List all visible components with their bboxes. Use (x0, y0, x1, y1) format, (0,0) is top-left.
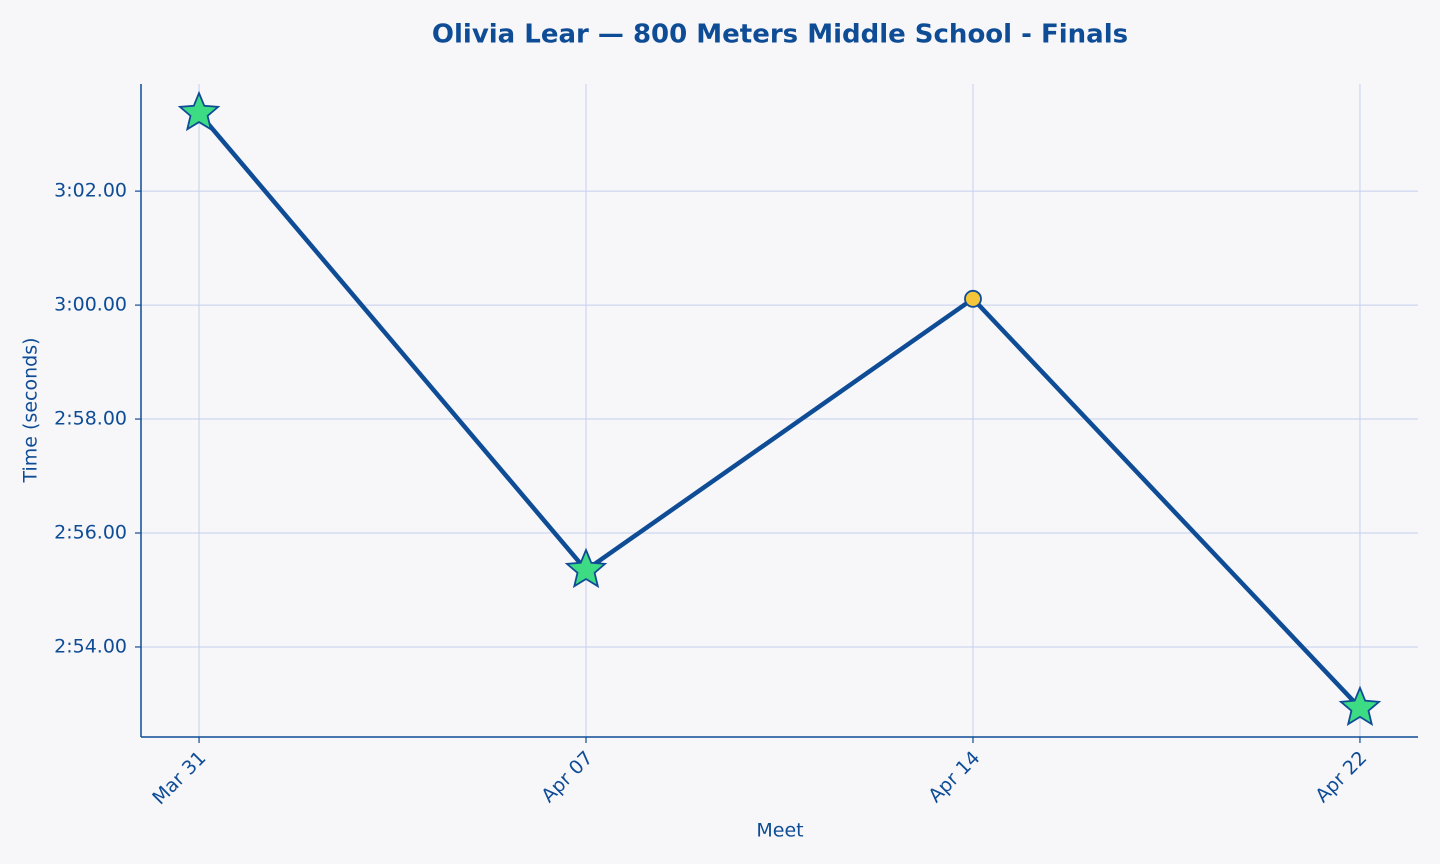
y-tick-label: 2:58.00 (54, 408, 127, 430)
y-tick-label: 2:56.00 (54, 522, 127, 544)
x-axis-label: Meet (756, 820, 803, 842)
point-marker (564, 547, 608, 589)
y-tick-label: 3:02.00 (54, 180, 127, 202)
y-axis-label: Time (seconds) (20, 337, 42, 483)
x-tick-label: Mar 31 (148, 747, 210, 809)
chart-title: Olivia Lear — 800 Meters Middle School -… (432, 20, 1128, 50)
point-marker (1338, 685, 1382, 727)
point-marker (964, 289, 982, 308)
x-tick-label: Apr 14 (924, 747, 984, 807)
x-tick-label: Apr 22 (1311, 747, 1371, 807)
point-marker (177, 90, 221, 132)
line (197, 111, 1362, 710)
y-tick-label: 2:54.00 (54, 635, 127, 657)
y-tick-label: 3:00.00 (54, 294, 127, 316)
x-tick-label: Apr 07 (537, 747, 597, 807)
